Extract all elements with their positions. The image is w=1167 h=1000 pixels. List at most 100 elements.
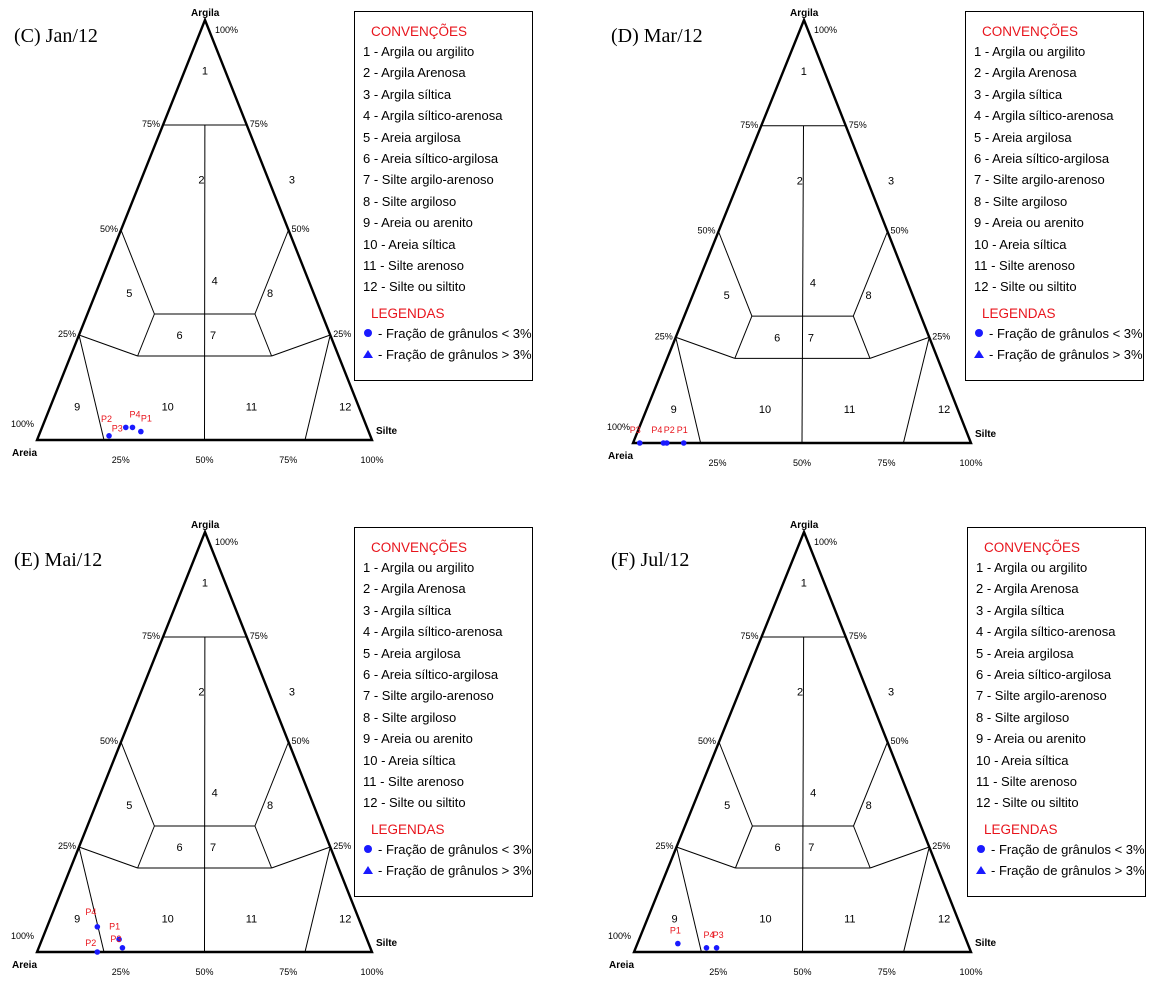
boundary-line	[854, 826, 871, 868]
legend-convention-item: 10 - Areia síltica	[363, 750, 532, 771]
circle-marker-icon	[363, 328, 373, 338]
panel-label: (C) Jan/12	[14, 25, 98, 47]
legend-symbol-text: - Fração de grânulos > 3%	[378, 860, 532, 881]
panel-label: (F) Jul/12	[611, 549, 689, 571]
tick-label: 100%	[607, 422, 630, 432]
tick-label: 75%	[250, 631, 268, 641]
zone-number: 4	[212, 787, 218, 799]
zone-number: 4	[212, 275, 218, 287]
zone-number: 7	[210, 330, 216, 342]
zone-number: 5	[126, 800, 132, 812]
sample-point	[95, 949, 101, 955]
legend-convention-item: 4 - Argila síltico-arenosa	[363, 105, 532, 126]
sample-label: P1	[677, 425, 688, 435]
axis-label-areia: Areia	[609, 960, 634, 971]
legend-symbol-item: - Fração de grânulos > 3%	[976, 860, 1145, 881]
boundary-line	[853, 232, 887, 317]
legend-convention-item: 2 - Argila Arenosa	[974, 62, 1143, 83]
zone-number: 7	[210, 842, 216, 854]
legend-symbol-text: - Fração de grânulos < 3%	[989, 323, 1143, 344]
legend-convention-item: 12 - Silte ou siltito	[363, 276, 532, 297]
axis-label-silte: Silte	[376, 426, 398, 437]
legend-convention-item: 6 - Areia síltico-argilosa	[974, 148, 1143, 169]
boundary-line	[903, 337, 929, 443]
legend-convention-item: 2 - Argila Arenosa	[976, 578, 1145, 599]
zone-number: 7	[808, 332, 814, 344]
boundary-line	[854, 742, 888, 826]
boundary-line	[255, 314, 272, 356]
legend-convention-item: 7 - Silte argilo-arenoso	[976, 685, 1145, 706]
boundary-line	[853, 316, 870, 358]
circle-marker-icon	[976, 844, 986, 854]
legend-conventions-title: CONVENÇÕES	[371, 538, 532, 557]
legend-convention-item: 1 - Argila ou argilito	[974, 41, 1143, 62]
zone-number: 6	[176, 842, 182, 854]
axis-label-argila: Argila	[790, 8, 819, 19]
zone-number: 9	[74, 401, 80, 413]
zone-number: 6	[176, 330, 182, 342]
axis-label-silte: Silte	[975, 429, 997, 440]
zone-number: 10	[162, 401, 174, 413]
zone-number: 2	[797, 687, 803, 699]
sample-label: P4	[651, 425, 662, 435]
zone-number: 5	[724, 290, 730, 302]
boundary-line	[305, 847, 330, 952]
boundary-line	[79, 335, 138, 356]
zone-number: 5	[126, 288, 132, 300]
boundary-line	[305, 335, 330, 440]
tick-label: 100%	[814, 537, 837, 547]
zone-number: 8	[866, 290, 872, 302]
legend-convention-item: 9 - Areia ou arenito	[976, 728, 1145, 749]
legend-convention-item: 9 - Areia ou arenito	[363, 212, 532, 233]
zone-number: 2	[198, 175, 204, 187]
axis-label-silte: Silte	[975, 938, 997, 949]
boundary-line	[735, 316, 752, 358]
legend-symbol-item: - Fração de grânulos < 3%	[363, 839, 532, 860]
boundary-line	[677, 847, 702, 952]
legend-convention-item: 12 - Silte ou siltito	[974, 276, 1143, 297]
zone-number: 9	[74, 913, 80, 925]
legend-symbol-item: - Fração de grânulos < 3%	[976, 839, 1145, 860]
legend-convention-item: 2 - Argila Arenosa	[363, 62, 532, 83]
zone-number: 2	[797, 176, 803, 188]
tick-label: 75%	[740, 120, 758, 130]
zone-number: 4	[810, 277, 816, 289]
legend-convention-item: 10 - Areia síltica	[976, 750, 1145, 771]
boundary-line	[719, 742, 752, 826]
tick-label: 100%	[11, 931, 34, 941]
tick-label: 50%	[698, 736, 716, 746]
tick-label: 75%	[250, 119, 268, 129]
tick-label: 100%	[814, 25, 837, 35]
tick-label: 75%	[142, 631, 160, 641]
sample-point	[120, 945, 126, 951]
legend-convention-item: 8 - Silte argiloso	[974, 191, 1143, 212]
legend-convention-item: 10 - Areia síltica	[974, 234, 1143, 255]
legend-convention-item: 12 - Silte ou siltito	[363, 792, 532, 813]
sample-label: P1	[141, 414, 152, 424]
legend-convention-item: 1 - Argila ou argilito	[976, 557, 1145, 578]
sample-point	[106, 433, 112, 439]
tick-label: 25%	[932, 331, 950, 341]
zone-number: 12	[938, 913, 950, 925]
zone-number: 10	[162, 913, 174, 925]
tick-label: 50%	[891, 226, 909, 236]
tick-label: 75%	[142, 119, 160, 129]
sample-point	[123, 425, 129, 431]
sample-label: P3	[713, 930, 724, 940]
legend-convention-item: 3 - Argila síltica	[363, 84, 532, 105]
zone-number: 12	[938, 404, 950, 416]
boundary-line	[870, 337, 929, 358]
boundary-line	[676, 337, 735, 358]
zone-number: 8	[866, 800, 872, 812]
zone-number: 9	[671, 404, 677, 416]
zone-number: 9	[671, 913, 677, 925]
boundary-line	[719, 232, 752, 317]
zone-number: 1	[801, 577, 807, 589]
zone-number: 10	[759, 913, 771, 925]
tick-label: 75%	[849, 631, 867, 641]
zone-number: 7	[808, 842, 814, 854]
tick-label: 100%	[608, 931, 631, 941]
